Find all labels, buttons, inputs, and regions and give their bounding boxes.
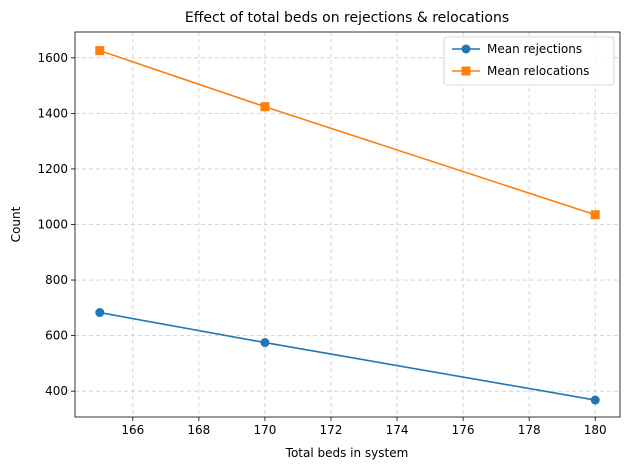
y-tick-label: 1200 xyxy=(37,162,68,176)
y-axis-label: Count xyxy=(9,206,23,242)
data-point-relocations xyxy=(590,210,600,220)
legend: Mean rejections Mean relocations xyxy=(443,36,615,86)
y-tick-label: 1000 xyxy=(37,218,68,232)
x-axis-label: Total beds in system xyxy=(285,446,409,460)
y-axis-ticks: 400 600 800 1000 1200 1400 1600 xyxy=(37,51,75,398)
legend-marker-rejections xyxy=(461,44,471,54)
data-point-rejections xyxy=(590,395,600,405)
x-tick-label: 174 xyxy=(386,423,409,437)
chart-title: Effect of total beds on rejections & rel… xyxy=(185,10,509,26)
data-point-relocations xyxy=(95,46,105,56)
x-tick-label: 178 xyxy=(518,423,541,437)
y-tick-label: 400 xyxy=(45,384,68,398)
legend-box xyxy=(443,36,615,86)
x-tick-label: 168 xyxy=(187,423,210,437)
x-tick-label: 166 xyxy=(121,423,144,437)
y-tick-label: 600 xyxy=(45,329,68,343)
x-axis-ticks: 166 168 170 172 174 176 178 180 xyxy=(121,417,607,437)
legend-label-relocations: Mean relocations xyxy=(487,64,589,78)
legend-label-rejections: Mean rejections xyxy=(487,42,582,56)
x-tick-label: 176 xyxy=(452,423,475,437)
grid-lines xyxy=(75,32,620,417)
legend-marker-relocations xyxy=(461,66,471,76)
data-point-rejections xyxy=(260,338,270,348)
x-tick-label: 180 xyxy=(584,423,607,437)
x-tick-label: 172 xyxy=(320,423,343,437)
series-line-rejections xyxy=(99,311,596,401)
x-tick-label: 170 xyxy=(253,423,276,437)
series-layer xyxy=(95,46,600,405)
y-tick-label: 1600 xyxy=(37,51,68,65)
y-tick-label: 800 xyxy=(45,273,68,287)
data-point-relocations xyxy=(260,102,270,112)
y-tick-label: 1400 xyxy=(37,106,68,120)
data-point-rejections xyxy=(95,308,105,318)
